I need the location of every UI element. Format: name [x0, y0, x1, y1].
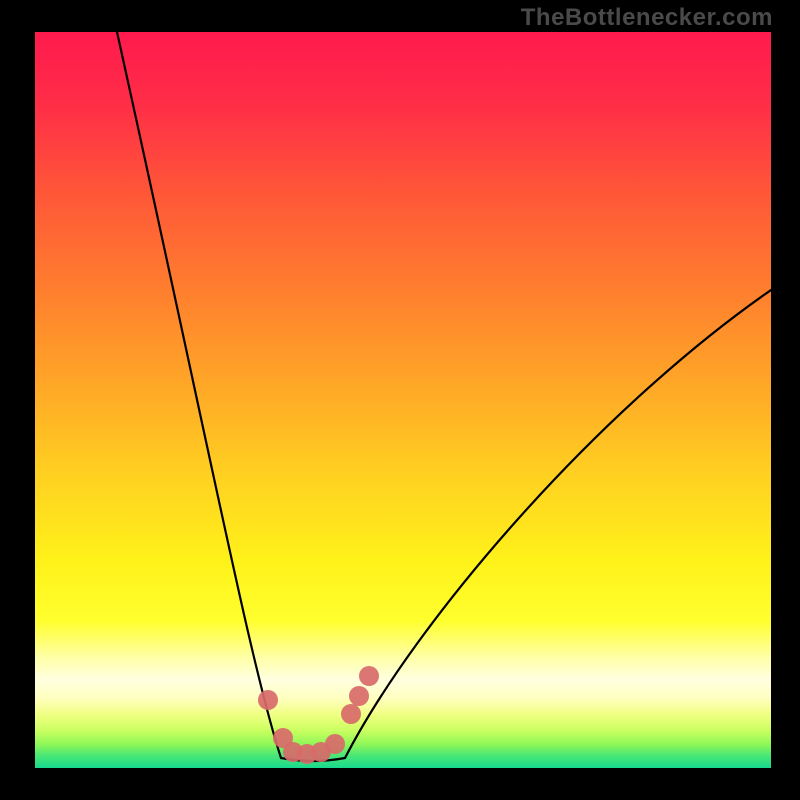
data-marker: [325, 734, 345, 754]
plot-area: [35, 32, 771, 768]
watermark-text: TheBottlenecker.com: [521, 4, 773, 32]
data-marker: [359, 666, 379, 686]
data-marker: [349, 686, 369, 706]
data-marker: [341, 704, 361, 724]
marker-group: [258, 666, 379, 764]
bottleneck-curve: [117, 32, 771, 761]
data-marker: [258, 690, 278, 710]
curve-layer: [35, 32, 771, 768]
chart-container: TheBottlenecker.com: [0, 0, 800, 800]
